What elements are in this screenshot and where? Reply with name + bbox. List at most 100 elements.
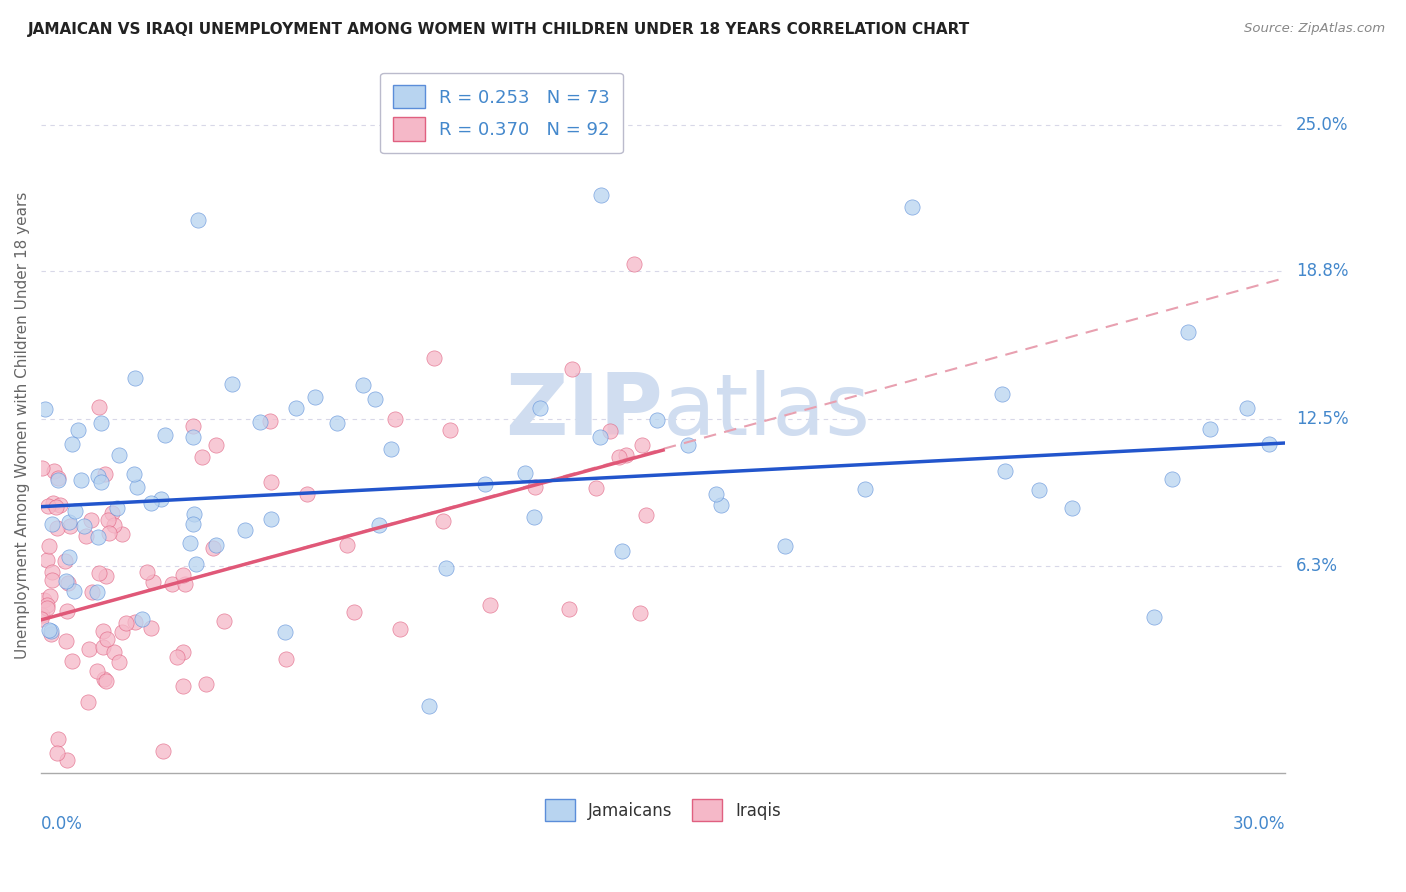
- Point: [152, 744, 174, 758]
- Text: ZIP: ZIP: [505, 370, 664, 453]
- Point: [41, 516, 63, 531]
- Text: 6.3%: 6.3%: [1296, 557, 1339, 574]
- Point: [474, 476, 496, 491]
- Point: [513, 467, 536, 481]
- Point: [181, 517, 204, 532]
- Point: [221, 376, 243, 391]
- Point: [614, 448, 637, 462]
- Point: [97, 526, 120, 541]
- Point: [166, 649, 188, 664]
- Text: 18.8%: 18.8%: [1296, 262, 1348, 280]
- Point: [607, 450, 630, 465]
- Point: [32, 593, 55, 607]
- Point: [141, 621, 163, 635]
- Point: [46, 732, 69, 747]
- Text: 30.0%: 30.0%: [1233, 815, 1285, 833]
- Point: [1143, 609, 1166, 624]
- Point: [93, 673, 115, 687]
- Point: [87, 530, 110, 544]
- Point: [39, 589, 62, 603]
- Point: [41, 574, 63, 588]
- Point: [631, 438, 654, 452]
- Point: [645, 412, 668, 426]
- Point: [1198, 422, 1220, 436]
- Point: [529, 401, 551, 415]
- Point: [45, 747, 67, 761]
- Point: [111, 527, 134, 541]
- Point: [41, 565, 63, 579]
- Point: [30, 611, 52, 625]
- Point: [434, 561, 457, 575]
- Point: [39, 624, 62, 638]
- Text: 25.0%: 25.0%: [1296, 116, 1348, 134]
- Point: [183, 507, 205, 521]
- Point: [141, 495, 163, 509]
- Point: [87, 468, 110, 483]
- Point: [124, 371, 146, 385]
- Point: [111, 625, 134, 640]
- Point: [422, 351, 444, 366]
- Point: [77, 642, 100, 657]
- Point: [523, 509, 546, 524]
- Y-axis label: Unemployment Among Women with Children Under 18 years: Unemployment Among Women with Children U…: [15, 192, 30, 659]
- Point: [304, 390, 326, 404]
- Point: [34, 402, 56, 417]
- Point: [204, 438, 226, 452]
- Point: [45, 500, 67, 514]
- Point: [561, 362, 583, 376]
- Legend: Jamaicans, Iraqis: Jamaicans, Iraqis: [538, 793, 789, 828]
- Point: [187, 213, 209, 227]
- Point: [59, 518, 82, 533]
- Point: [55, 633, 77, 648]
- Point: [60, 436, 83, 450]
- Point: [115, 615, 138, 630]
- Point: [124, 615, 146, 629]
- Point: [31, 460, 53, 475]
- Point: [173, 577, 195, 591]
- Text: JAMAICAN VS IRAQI UNEMPLOYMENT AMONG WOMEN WITH CHILDREN UNDER 18 YEARS CORRELAT: JAMAICAN VS IRAQI UNEMPLOYMENT AMONG WOM…: [28, 22, 970, 37]
- Point: [274, 625, 297, 640]
- Point: [108, 448, 131, 462]
- Point: [418, 698, 440, 713]
- Point: [96, 632, 118, 646]
- Point: [56, 604, 79, 618]
- Point: [384, 412, 406, 426]
- Point: [1060, 501, 1083, 516]
- Point: [97, 513, 120, 527]
- Point: [96, 569, 118, 583]
- Point: [172, 645, 194, 659]
- Point: [122, 467, 145, 481]
- Point: [89, 566, 111, 580]
- Point: [630, 606, 652, 620]
- Point: [205, 538, 228, 552]
- Point: [172, 679, 194, 693]
- Point: [56, 754, 79, 768]
- Point: [94, 467, 117, 481]
- Point: [131, 612, 153, 626]
- Point: [160, 576, 183, 591]
- Point: [249, 415, 271, 429]
- Point: [585, 481, 607, 495]
- Point: [67, 423, 90, 437]
- Point: [46, 471, 69, 485]
- Point: [46, 520, 69, 534]
- Point: [994, 464, 1017, 478]
- Point: [79, 513, 101, 527]
- Point: [37, 499, 59, 513]
- Point: [990, 387, 1012, 401]
- Point: [380, 442, 402, 457]
- Point: [212, 614, 235, 628]
- Point: [42, 495, 65, 509]
- Point: [63, 504, 86, 518]
- Point: [479, 598, 502, 612]
- Point: [233, 523, 256, 537]
- Point: [77, 695, 100, 709]
- Point: [153, 427, 176, 442]
- Point: [38, 623, 60, 637]
- Point: [75, 529, 97, 543]
- Point: [100, 507, 122, 521]
- Point: [352, 378, 374, 392]
- Point: [195, 677, 218, 691]
- Point: [901, 200, 924, 214]
- Point: [42, 464, 65, 478]
